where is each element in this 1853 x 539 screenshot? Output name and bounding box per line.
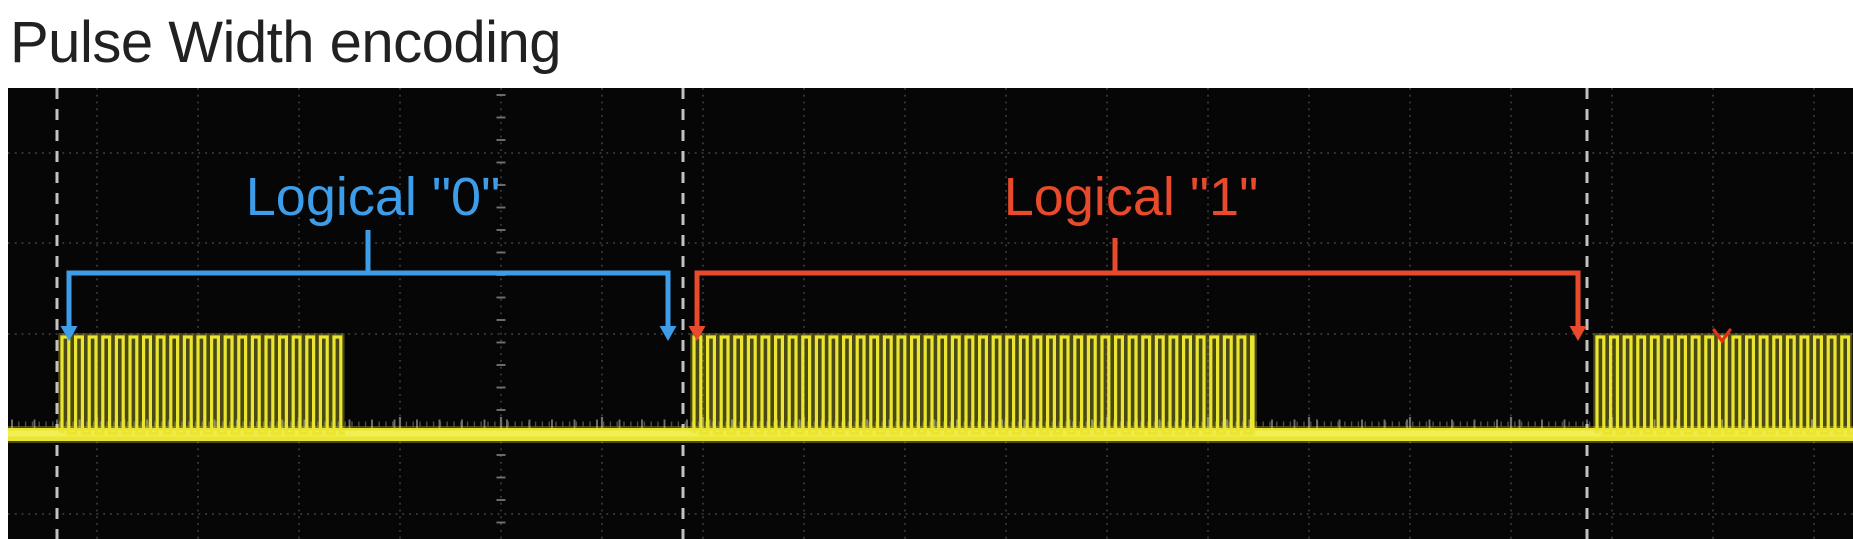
logical-1-label: Logical "1" [1003, 167, 1259, 227]
bit-period-markers [55, 88, 1589, 539]
logical-1-bracket [688, 238, 1587, 341]
logical-1-bracket-line [694, 270, 1581, 329]
figure-title: Pulse Width encoding [10, 10, 562, 75]
logical-1-bracket-start-down-arrow-icon [688, 326, 706, 341]
logical-0-label: Logical "0" [245, 167, 501, 227]
vertical-axis-ticks [496, 94, 506, 524]
pwm-waveform [8, 333, 1853, 443]
glitch-caret-icon [1712, 328, 1732, 344]
graticule [8, 88, 1853, 539]
logical-0-bracket-start-down-arrow-icon [60, 326, 78, 341]
oscilloscope-screen: Logical "0" Logical "1" [8, 88, 1853, 539]
logical-1-bracket-end-down-arrow-icon [1569, 326, 1587, 341]
carrier-burst-trace [692, 335, 1255, 436]
logical-0-bracket [60, 230, 677, 341]
logical-0-bracket-line [66, 270, 671, 329]
waveform-canvas [8, 88, 1853, 539]
logical-0-bracket-end-down-arrow-icon [659, 326, 677, 341]
carrier-burst-trace [60, 335, 345, 436]
